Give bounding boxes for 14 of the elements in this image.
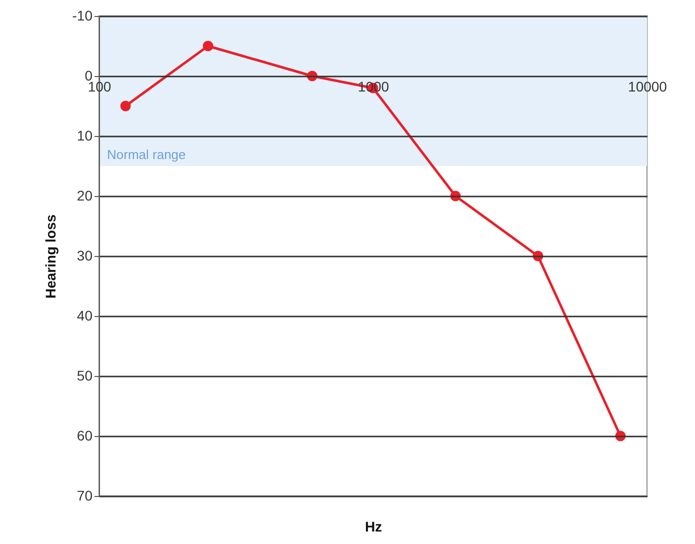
y-axis-title: Hearing loss xyxy=(42,214,58,299)
y-tick-label: 30 xyxy=(76,248,93,264)
band-label: Normal range xyxy=(107,147,186,162)
y-tick-label: 50 xyxy=(76,368,93,384)
y-tick-label: 70 xyxy=(76,488,93,504)
y-tick-label: 20 xyxy=(76,188,93,204)
y-tick-label: -10 xyxy=(72,8,93,24)
y-tick-label: 10 xyxy=(76,128,93,144)
point xyxy=(120,100,131,112)
point xyxy=(202,40,214,52)
x-axis-title: Hz xyxy=(364,518,382,534)
y-tick-label: 40 xyxy=(76,308,93,324)
x-tick-label: 10000 xyxy=(628,78,668,94)
y-tick-label: 60 xyxy=(76,428,93,444)
